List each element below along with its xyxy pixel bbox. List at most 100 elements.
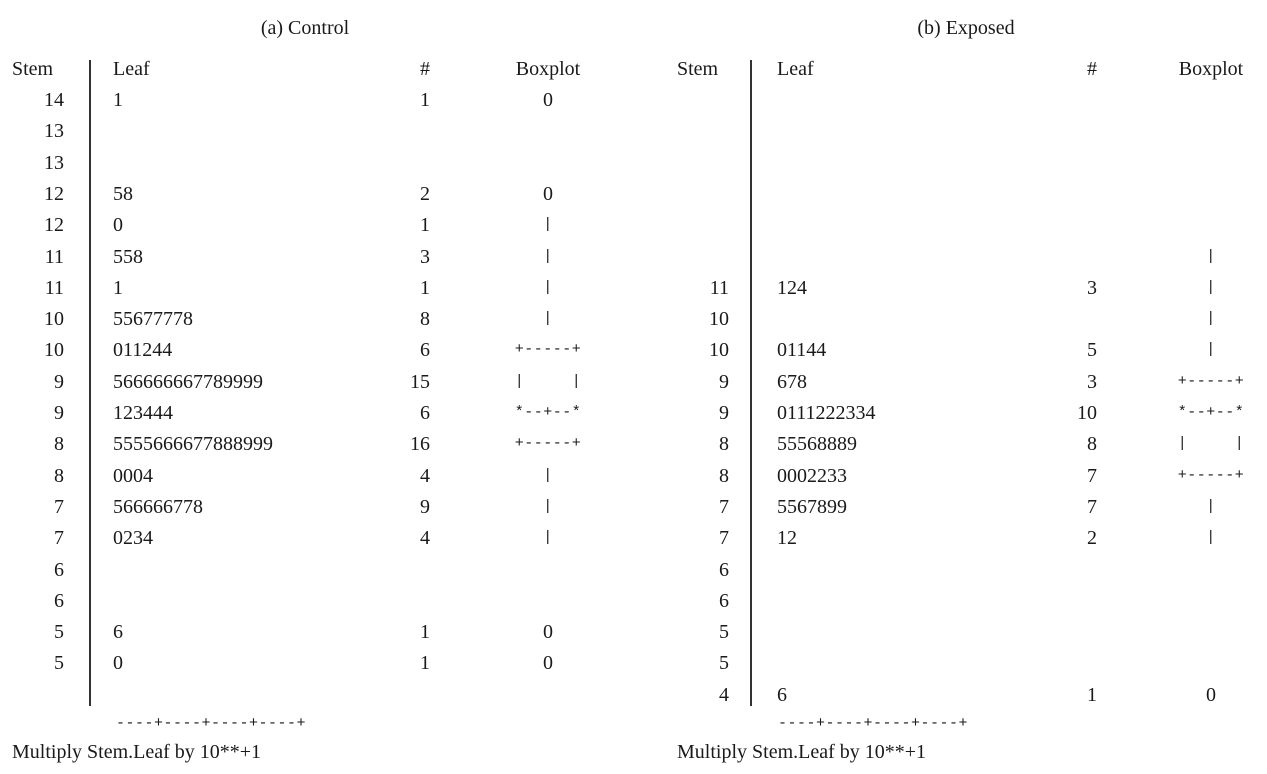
leaf-value: 1	[113, 89, 123, 111]
stem-value: 10	[44, 339, 64, 362]
stem-value: 13	[44, 120, 64, 143]
footnote: Multiply Stem.Leaf by 10**+1	[12, 741, 262, 763]
boxplot-outlier: 0	[1206, 683, 1216, 706]
boxplot-mark: |	[543, 216, 553, 234]
leaf-value: 0004	[113, 464, 153, 487]
boxplot-mark: |	[1206, 247, 1216, 265]
header-count: #	[1087, 58, 1097, 80]
stem-value: 4	[719, 683, 729, 706]
stem-value: 14	[44, 89, 64, 111]
count-value: 3	[1087, 370, 1097, 393]
leaf-value: 5555666677888999	[113, 433, 273, 456]
leaf-value: 011244	[113, 339, 173, 362]
stem-value: 8	[54, 464, 64, 487]
panel-title: (b) Exposed	[917, 17, 1015, 39]
stem-value: 6	[54, 589, 64, 612]
leaf-value: 1	[113, 276, 123, 299]
count-value: 3	[1087, 276, 1097, 299]
count-value: 4	[420, 527, 430, 550]
header-stem: Stem	[677, 58, 719, 80]
footnote: Multiply Stem.Leaf by 10**+1	[677, 741, 927, 763]
boxplot-mark: |	[1206, 497, 1216, 515]
boxplot-mark: +-----+	[1177, 372, 1245, 390]
leaf-value: 55677778	[113, 308, 193, 331]
leaf-value: 566666778	[113, 495, 203, 518]
boxplot-mark: +-----+	[514, 435, 582, 453]
leaf-value: 6	[777, 683, 787, 706]
count-value: 2	[420, 182, 430, 205]
leaf-value: 0111222334	[777, 402, 876, 424]
stem-value: 13	[44, 151, 64, 174]
header-count: #	[420, 58, 430, 80]
leaf-value: 0	[113, 652, 123, 675]
leaf-scale: ----+----+----+----+	[778, 715, 969, 732]
count-value: 8	[420, 308, 430, 331]
stem-divider-line	[89, 60, 91, 706]
stem-value: 9	[719, 370, 729, 393]
count-value: 16	[410, 433, 430, 456]
boxplot-mark: |	[1206, 278, 1216, 296]
stem-value: 9	[54, 370, 64, 393]
header-boxplot: Boxplot	[1178, 58, 1244, 80]
count-value: 1	[1087, 683, 1097, 706]
boxplot-mark: |	[543, 247, 553, 265]
count-value: 6	[420, 402, 430, 424]
leaf-value: 123444	[113, 402, 173, 424]
stem-value: 6	[719, 558, 729, 581]
boxplot-mark: *--+--*	[1177, 404, 1245, 421]
count-value: 5	[1087, 339, 1097, 362]
count-value: 6	[420, 339, 430, 362]
leaf-value: 0	[113, 214, 123, 237]
count-value: 15	[410, 370, 430, 393]
stem-value: 6	[719, 589, 729, 612]
count-value: 7	[1087, 464, 1097, 487]
stem-value: 12	[44, 182, 64, 205]
count-value: 4	[420, 464, 430, 487]
leaf-scale: ----+----+----+----+	[116, 715, 307, 732]
leaf-value: 678	[777, 370, 807, 393]
boxplot-mark: |	[543, 529, 553, 547]
stem-value: 10	[44, 308, 64, 331]
stem-value: 9	[719, 402, 729, 424]
stem-value: 11	[44, 245, 64, 268]
leaf-value: 566666667789999	[113, 370, 263, 393]
leaf-value: 58	[113, 182, 133, 205]
stem-value: 11	[709, 276, 729, 299]
boxplot-mark: |	[543, 466, 553, 484]
boxplot-mark: *--+--*	[514, 404, 582, 421]
boxplot-mark: | |	[514, 372, 582, 390]
count-value: 1	[420, 652, 430, 675]
boxplot-outlier: 0	[543, 621, 553, 644]
count-value: 1	[420, 276, 430, 299]
header-boxplot: Boxplot	[515, 58, 581, 80]
boxplot-outlier: 0	[543, 89, 553, 111]
panel-title: (a) Control	[260, 17, 350, 39]
boxplot-mark: | |	[1177, 435, 1245, 453]
leaf-value: 0234	[113, 527, 153, 550]
boxplot-mark: |	[1206, 341, 1216, 359]
header-leaf: Leaf	[777, 58, 814, 80]
stem-value: 5	[719, 652, 729, 675]
count-value: 1	[420, 621, 430, 644]
stem-value: 11	[44, 276, 64, 299]
stem-value: 10	[709, 339, 729, 362]
boxplot-mark: +-----+	[1177, 466, 1245, 484]
leaf-value: 558	[113, 245, 143, 268]
stem-value: 7	[719, 527, 729, 550]
count-value: 1	[420, 89, 430, 111]
leaf-value: 6	[113, 621, 123, 644]
count-value: 1	[420, 214, 430, 237]
count-value: 8	[1087, 433, 1097, 456]
boxplot-outlier: 0	[543, 182, 553, 205]
leaf-value: 5567899	[777, 495, 847, 518]
stem-value: 12	[44, 214, 64, 237]
leaf-value: 124	[777, 276, 807, 299]
count-value: 7	[1087, 495, 1097, 518]
stem-value: 8	[719, 433, 729, 456]
stem-value: 8	[54, 433, 64, 456]
count-value: 3	[420, 245, 430, 268]
stem-value: 9	[54, 402, 64, 424]
boxplot-mark: |	[543, 497, 553, 515]
header-leaf: Leaf	[113, 58, 150, 80]
stem-value: 5	[54, 652, 64, 675]
